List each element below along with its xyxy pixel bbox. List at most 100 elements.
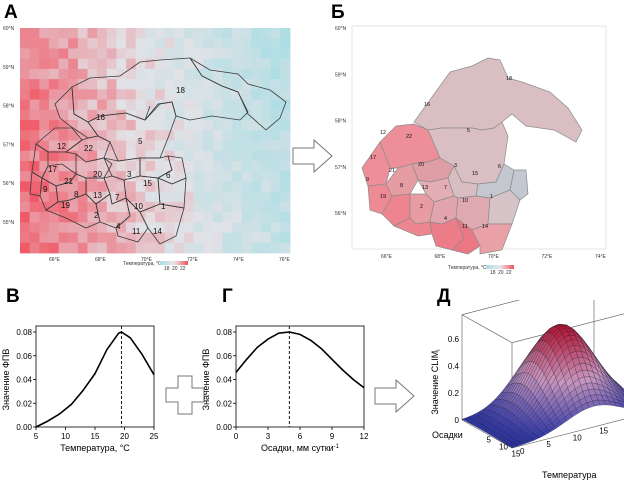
raster-cell (270, 28, 281, 39)
region-label-7: 7 (115, 193, 120, 202)
raster-cell (270, 99, 281, 111)
raster-cell (203, 222, 214, 233)
region-label-19: 19 (61, 201, 70, 210)
raster-cell (251, 99, 262, 111)
raster-cell (126, 99, 137, 111)
raster-cell (39, 212, 50, 223)
raster-cell (135, 222, 146, 233)
raster-cell (280, 242, 291, 254)
raster-cell (183, 160, 194, 172)
raster-cell (20, 222, 31, 233)
raster-cell (174, 38, 185, 49)
raster-cell (193, 48, 204, 60)
region-label-17: 17 (48, 165, 57, 174)
raster-cell (270, 201, 281, 213)
raster-cell (261, 212, 272, 223)
x-tick-label: 3 (266, 432, 271, 441)
raster-cell (174, 120, 185, 131)
raster-cell (87, 242, 98, 254)
raster-cell (97, 68, 108, 80)
raster-cell (116, 120, 127, 131)
region-label-10: 10 (134, 202, 143, 211)
raster-cell (251, 171, 262, 182)
raster-cell (126, 242, 137, 254)
raster-cell (222, 120, 233, 131)
raster-cell (135, 181, 146, 193)
raster-cell (97, 201, 108, 213)
raster-cell (145, 28, 156, 39)
raster-cell (145, 120, 156, 131)
raster-cell (135, 68, 146, 80)
raster-cell (203, 38, 214, 49)
temp-tick-label: 5 (546, 440, 551, 449)
x-tick-label: 5 (34, 432, 39, 441)
raster-cell (97, 191, 108, 203)
x-tick-label: 0 (234, 432, 239, 441)
raster-cell (116, 109, 127, 121)
raster-cell (68, 109, 79, 121)
raster-cell (174, 140, 185, 152)
raster-cell (87, 68, 98, 80)
raster-cell (87, 99, 98, 111)
raster-cell (106, 120, 117, 131)
raster-cell (20, 191, 31, 203)
raster-cell (251, 120, 262, 131)
raster-cell (222, 242, 233, 254)
y-axis-label: Значение ФПВ (1, 349, 11, 411)
raster-cell (20, 99, 31, 111)
raster-cell (29, 242, 40, 254)
plot-frame (35, 325, 155, 428)
raster-cell (39, 109, 50, 121)
raster-cell (155, 130, 166, 141)
raster-cell (135, 38, 146, 49)
raster-cell (232, 109, 243, 121)
raster-cell (261, 120, 272, 131)
raster-cell (232, 181, 243, 193)
raster-cell (174, 181, 185, 193)
raster-cell (145, 89, 156, 100)
raster-cell (145, 181, 156, 193)
raster-cell (270, 140, 281, 152)
x-tick-label: 10 (61, 432, 70, 441)
raster-cell (280, 232, 291, 244)
raster-cell (280, 130, 291, 141)
raster-cell (68, 191, 79, 203)
raster-cell (203, 99, 214, 111)
raster-cell (145, 58, 156, 70)
raster-cell (241, 120, 252, 131)
raster-cell (203, 120, 214, 131)
raster-cell (29, 79, 40, 90)
raster-cell (58, 48, 69, 60)
region-label-11: 11 (132, 227, 141, 236)
region-label-15: 15 (143, 179, 152, 188)
y-tick-label: 0.04 (16, 376, 32, 385)
raster-cell (222, 68, 233, 80)
raster-cell (241, 99, 252, 111)
raster-cell (135, 89, 146, 100)
raster-cell (164, 212, 175, 223)
x-tick-label: 6 (298, 432, 303, 441)
raster-cell (232, 79, 243, 90)
raster-cell (39, 58, 50, 70)
raster-cell (251, 181, 262, 193)
raster-cell (193, 160, 204, 172)
raster-cell (77, 232, 88, 244)
y-tick-label: 0.08 (216, 328, 232, 337)
svg-text:10: 10 (462, 198, 468, 204)
raster-cell (87, 130, 98, 141)
panel-letter-b: Б (331, 2, 345, 23)
raster-cell (280, 109, 291, 121)
raster-cell (106, 28, 117, 39)
raster-cell (58, 222, 69, 233)
raster-cell (174, 191, 185, 203)
raster-cell (251, 89, 262, 100)
lat-tick: 60°N (335, 26, 347, 32)
raster-cell (270, 191, 281, 203)
raster-cell (232, 150, 243, 162)
raster-cell (155, 120, 166, 131)
raster-cell (270, 79, 281, 90)
raster-cell (58, 201, 69, 213)
raster-cell (222, 150, 233, 162)
raster-cell (39, 160, 50, 172)
raster-cell (20, 160, 31, 172)
